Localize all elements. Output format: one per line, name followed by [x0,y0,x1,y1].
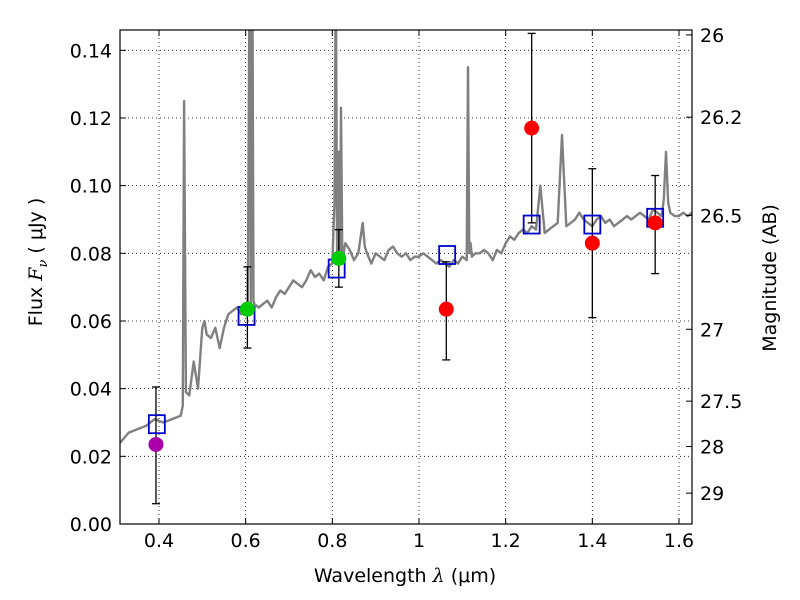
model-photometry-markers [147,207,665,435]
model-phot-square-3 [438,245,457,265]
observed-point-0 [148,436,164,452]
mag-tick-label-6: 29 [700,483,724,505]
mag-tick-label-5: 28 [700,436,724,458]
x-tick-label-5: 1.4 [577,530,607,552]
y-axis-label-subscript: ν [36,260,51,268]
y-tick-label-3: 0.06 [70,311,112,333]
x-tick-label-6: 1.6 [664,530,694,552]
grid [120,30,692,525]
y-tick-label-2: 0.04 [70,379,112,401]
x-tick-label-1: 0.6 [231,530,261,552]
y-axis-label-symbol: F [25,267,47,282]
mag-tick-label-4: 27.5 [700,391,742,413]
y-axis-ticks: 0.00 0.02 0.04 0.06 0.08 0.10 0.12 0.14 [70,40,126,536]
observed-point-2 [331,250,347,266]
x-tick-label-3: 1 [413,530,425,552]
observed-point-6 [647,215,663,231]
observed-point-3 [438,301,454,317]
observed-point-1 [239,301,255,317]
plot-frame [119,29,693,525]
y-tick-label-0: 0.00 [70,514,112,536]
magnitude-axis-ticks: 26 26.2 26.5 27 27.5 28 29 [686,25,742,505]
x-axis-label-symbol: λ [432,565,445,587]
x-tick-label-0: 0.4 [144,530,174,552]
model-spectrum [120,30,692,444]
y-tick-label-1: 0.02 [70,446,112,468]
x-axis-label-prefix: Wavelength [314,565,433,587]
mag-tick-label-1: 26.2 [700,107,742,129]
observed-point-5 [584,235,600,251]
model-phot-square-5 [583,214,602,235]
mag-tick-label-0: 26 [700,25,724,47]
y-axis-label-prefix: Flux [25,281,47,327]
observed-photometry-markers [148,120,663,452]
y-tick-label-4: 0.08 [70,243,112,265]
x-tick-label-2: 0.8 [317,530,347,552]
x-axis-label-unit: (μm) [445,565,496,587]
x-tick-label-4: 1.2 [491,530,521,552]
y-tick-label-5: 0.10 [70,176,112,198]
y-tick-label-6: 0.12 [70,108,112,130]
mag-tick-label-2: 26.5 [700,205,742,227]
errorbars [151,32,660,505]
right-axis-label: Magnitude (AB) [759,204,781,352]
x-axis-label: Wavelength λ (μm) [314,565,496,587]
mag-tick-label-3: 27 [700,319,724,341]
y-axis-label: Flux Fν ( μJy ) [25,198,51,327]
spectrum-line [120,30,692,444]
model-phot-square-0 [147,414,166,435]
observed-point-4 [524,120,540,136]
y-axis-label-unit: ( μJy ) [25,198,47,260]
x-axis-ticks: 0.4 0.6 0.8 1 1.2 1.4 1.6 [144,30,694,552]
y-tick-label-7: 0.14 [70,40,112,62]
model-phot-square-4 [522,214,541,235]
